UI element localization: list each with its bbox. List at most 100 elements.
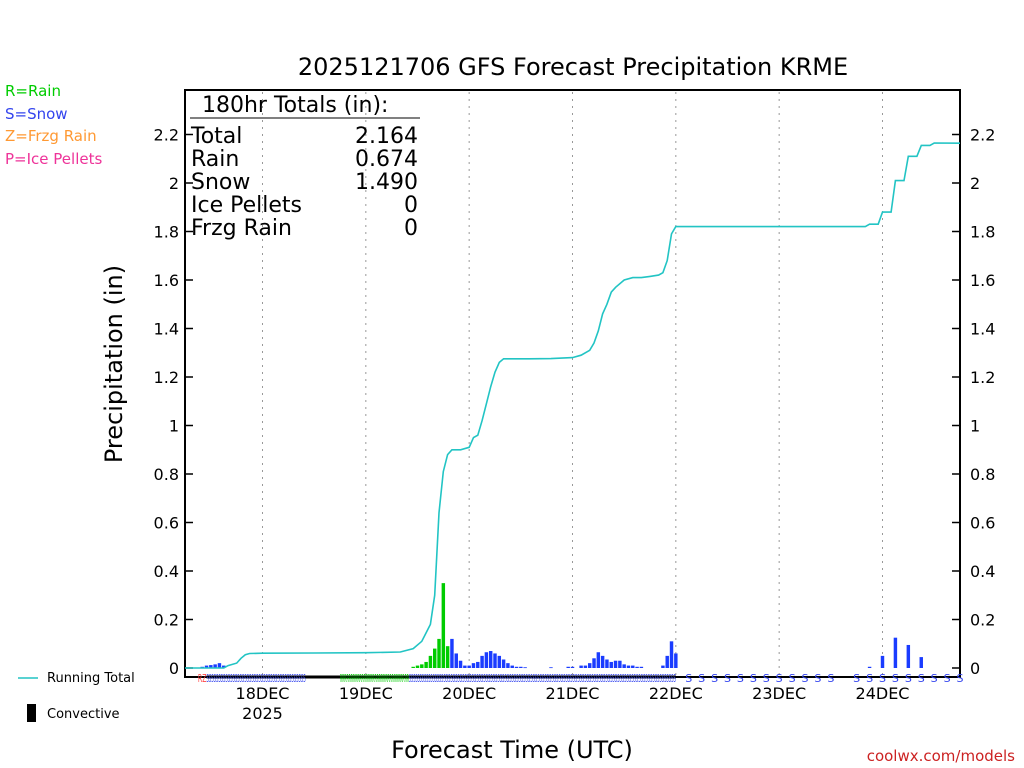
ptype-symbols: SSSSSSSSSSSSSSSSSSSSSSSSSSSSSSSSSSSSSSSS… bbox=[207, 672, 306, 685]
snow-bar bbox=[570, 666, 575, 668]
y-tick-label-left: 1.4 bbox=[154, 320, 179, 339]
snow-bar bbox=[605, 659, 609, 668]
ptype-symbol: S bbox=[931, 672, 938, 685]
ptype-symbol: S bbox=[750, 672, 757, 685]
x-tick-label: 21DEC bbox=[546, 684, 600, 703]
totals-total-value: 2.164 bbox=[355, 124, 418, 149]
x-tick-label: 22DEC bbox=[649, 684, 703, 703]
ptype-symbol: S bbox=[866, 672, 873, 685]
rain-bar bbox=[428, 655, 433, 668]
line-legend: Running Total Convective bbox=[18, 671, 135, 722]
ptype-symbols: RZ bbox=[198, 672, 207, 685]
totals-snow-label: Snow bbox=[191, 170, 250, 195]
snow-bar bbox=[626, 665, 631, 668]
totals-rain-label: Rain bbox=[191, 147, 239, 172]
snow-bar bbox=[639, 666, 644, 668]
snow-bar bbox=[480, 655, 484, 668]
ptype-symbol: S bbox=[957, 672, 964, 685]
ptype-symbol: S bbox=[724, 672, 731, 685]
plot-frame bbox=[184, 89, 961, 678]
snow-bar bbox=[471, 663, 476, 668]
x-tick-label: 20DEC bbox=[442, 684, 496, 703]
snow-bar bbox=[588, 663, 592, 668]
ptype-symbol: S bbox=[827, 672, 834, 685]
rain-bar bbox=[433, 648, 437, 668]
ptype-symbol: S bbox=[879, 672, 886, 685]
ptype-symbol: S bbox=[763, 672, 770, 685]
snow-bar bbox=[906, 644, 911, 668]
y-tick-label-left: 0.2 bbox=[154, 611, 179, 630]
x-tick-sublabel: 2025 bbox=[242, 704, 283, 723]
y-axis-ticks: 0 00.2 0.20.4 0.40.6 0.60.8 0.81 11.2 1.21.4 1.4… bbox=[154, 126, 996, 679]
ptype-symbol: S bbox=[905, 672, 912, 685]
snow-bar bbox=[635, 666, 639, 668]
y-tick-label-left: 0.6 bbox=[154, 514, 179, 533]
snow-bar bbox=[669, 641, 674, 668]
totals-rain-value: 0.674 bbox=[355, 147, 418, 172]
snow-bar bbox=[583, 665, 588, 668]
x-tick-label: 18DEC bbox=[236, 684, 290, 703]
ptype-symbol: S bbox=[814, 672, 821, 685]
ptype-symbol: S bbox=[698, 672, 705, 685]
credit-text: coolwx.com/models bbox=[867, 747, 1015, 765]
ptype-symbols: SSSSSSSSSSSSSSSSSSSSSSSSSSSSSSSSSSSSSSSS… bbox=[443, 672, 676, 685]
snow-bar bbox=[592, 658, 596, 668]
ptype-symbols: RRRRRRRRRRRR bbox=[340, 672, 366, 685]
y-tick-label-left: 0.8 bbox=[154, 465, 179, 484]
ptype-symbol: S bbox=[802, 672, 809, 685]
ptype-row: RZ SSSSSSSSSSSSSSSSSSSSSSSSSSSSSSSSSSSSSS… bbox=[198, 672, 964, 685]
totals-ice-value: 0 bbox=[404, 193, 418, 218]
y-tick-label-left: 2 bbox=[169, 174, 179, 193]
snow-bar bbox=[222, 665, 226, 668]
ptype-symbol: S bbox=[685, 672, 692, 685]
ptype-symbol: S bbox=[776, 672, 783, 685]
rain-bar bbox=[411, 666, 415, 668]
legend-frzg-rain: Z=Frzg Rain bbox=[5, 127, 97, 145]
snow-bar bbox=[217, 663, 222, 668]
ptype-symbol: S bbox=[918, 672, 925, 685]
type-legend: R=Rain S=Snow Z=Frzg Rain P=Ice Pellets bbox=[5, 82, 102, 168]
y-tick-label-left: 1 bbox=[169, 417, 179, 436]
x-tick-label: 23DEC bbox=[752, 684, 806, 703]
snow-bar bbox=[209, 665, 213, 668]
snow-bar bbox=[674, 653, 678, 668]
convective-swatch bbox=[27, 704, 36, 722]
y-tick-label-left: 1.2 bbox=[154, 368, 179, 387]
running-total-legend-label: Running Total bbox=[47, 671, 135, 686]
y-tick-label-right: 1 bbox=[970, 417, 980, 436]
ptype-symbols: SSSSSSSSSSSSSSSS bbox=[409, 672, 443, 685]
rain-bar bbox=[437, 638, 441, 668]
y-tick-label-right: 1.2 bbox=[970, 368, 995, 387]
y-tick-label-left: 0 bbox=[169, 659, 179, 678]
precip-bars bbox=[200, 583, 923, 669]
snow-bar bbox=[493, 653, 497, 668]
snow-bar bbox=[600, 655, 605, 668]
ptype-symbols: RRRRRRRRRRRRRRRRRRRR bbox=[366, 672, 409, 685]
y-tick-label-left: 0.4 bbox=[154, 562, 179, 581]
snow-bar bbox=[484, 652, 489, 668]
ptype-symbol: S bbox=[737, 672, 744, 685]
snow-bar bbox=[919, 657, 923, 668]
convective-legend-label: Convective bbox=[47, 707, 120, 722]
y-axis-label: Precipitation (in) bbox=[100, 265, 128, 463]
snow-bar bbox=[665, 655, 669, 668]
snow-bar bbox=[867, 666, 872, 668]
y-tick-label-right: 1.6 bbox=[970, 271, 995, 290]
snow-bar bbox=[622, 664, 626, 668]
snow-bar bbox=[497, 655, 502, 668]
snow-bar bbox=[463, 665, 467, 668]
totals-header: 180hr Totals (in): bbox=[202, 93, 388, 118]
snow-bar bbox=[523, 667, 527, 669]
snow-bar bbox=[501, 659, 506, 668]
snow-bar bbox=[613, 660, 618, 668]
snow-bar bbox=[609, 661, 613, 668]
legend-rain: R=Rain bbox=[5, 82, 61, 100]
snow-bar bbox=[566, 666, 570, 668]
x-tick-label: 24DEC bbox=[856, 684, 910, 703]
rain-bar bbox=[445, 646, 450, 668]
snow-bar bbox=[450, 638, 454, 668]
rain-bar bbox=[441, 583, 446, 668]
x-tick-label: 19DEC bbox=[339, 684, 393, 703]
